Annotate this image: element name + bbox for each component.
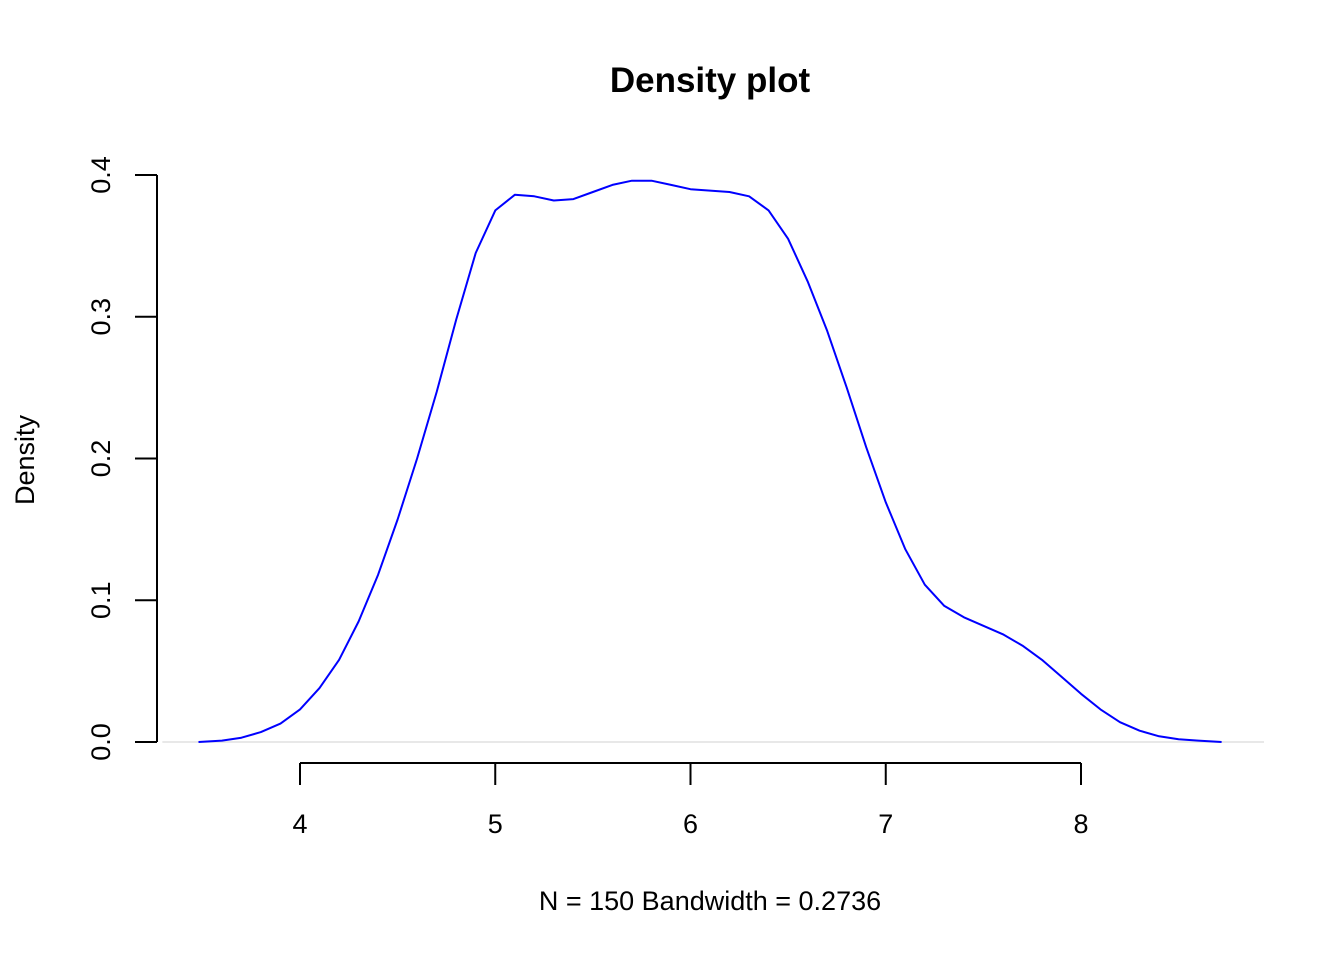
x-tick-label-1: 5 bbox=[488, 809, 503, 839]
y-tick-label-4: 0.4 bbox=[86, 156, 116, 194]
density-line-0 bbox=[198, 179, 1222, 743]
x-tick-label-0: 4 bbox=[292, 809, 307, 839]
x-tick-label-3: 7 bbox=[878, 809, 893, 839]
y-axis: 0.0 0.1 0.2 0.3 0.4 bbox=[86, 156, 158, 761]
x-axis: 4 5 6 7 8 bbox=[292, 762, 1089, 839]
x-tick-label-2: 6 bbox=[683, 809, 698, 839]
y-tick-label-2: 0.2 bbox=[86, 440, 116, 478]
y-tick-label-0: 0.0 bbox=[86, 723, 116, 761]
y-axis-label: Density bbox=[10, 414, 40, 505]
y-tick-label-1: 0.1 bbox=[86, 581, 116, 619]
chart-title: Density plot bbox=[610, 61, 811, 100]
x-axis-label: N = 150 Bandwidth = 0.2736 bbox=[539, 886, 881, 916]
y-tick-label-3: 0.3 bbox=[86, 298, 116, 336]
plot-area bbox=[162, 179, 1264, 743]
x-tick-label-4: 8 bbox=[1073, 809, 1088, 839]
